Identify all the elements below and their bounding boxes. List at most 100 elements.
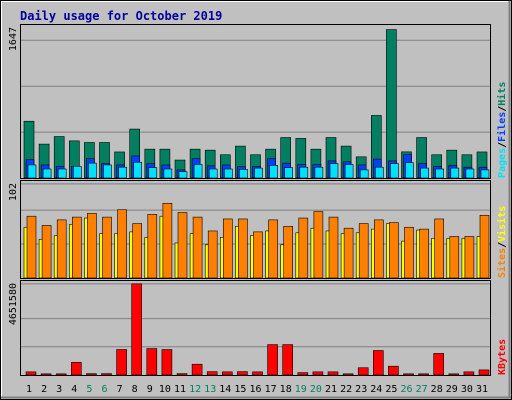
bar-kbytes-day-21 xyxy=(327,371,339,376)
bar-kbytes-day-25 xyxy=(388,365,399,376)
x-tick-day-28: 28 xyxy=(431,384,443,395)
bar-kbytes-day-7 xyxy=(116,349,127,376)
hits-files-pages-ymax-label: 1647 xyxy=(8,27,19,51)
bar-kbytes-day-29 xyxy=(448,373,460,376)
hits-files-pages-legend-item-0: Pages xyxy=(497,148,508,178)
bar-sites-day-26 xyxy=(404,226,414,279)
bar-pages-day-16 xyxy=(254,167,263,179)
bar-kbytes-day-26 xyxy=(403,373,414,376)
bar-pages-day-2 xyxy=(42,168,52,179)
bar-sites-day-20 xyxy=(313,211,324,279)
bar-sites-day-18 xyxy=(283,226,294,279)
bar-kbytes-day-31 xyxy=(478,369,490,376)
bar-sites-day-31 xyxy=(479,214,490,279)
panel-kbytes-frame xyxy=(20,280,491,376)
x-tick-day-8: 8 xyxy=(132,384,138,395)
bar-kbytes-day-11 xyxy=(176,373,188,376)
kbytes-ymax-label: 4651580 xyxy=(8,283,19,325)
bar-sites-day-22 xyxy=(343,227,354,279)
bar-sites-day-4 xyxy=(72,216,82,279)
visits-sites-legend-item-2: Visits xyxy=(496,206,508,242)
x-tick-day-16: 16 xyxy=(249,384,261,395)
bar-kbytes-day-2 xyxy=(40,373,52,376)
visits-sites-legend-item-1: / xyxy=(497,242,508,248)
x-tick-day-25: 25 xyxy=(385,384,397,395)
y-axis-max-labels: 1647 102 4651580 xyxy=(8,27,19,325)
bar-sites-day-29 xyxy=(449,236,460,279)
x-tick-day-20: 20 xyxy=(310,384,322,395)
x-tick-day-11: 11 xyxy=(174,384,186,395)
x-tick-day-10: 10 xyxy=(159,384,171,395)
x-tick-day-19: 19 xyxy=(295,384,307,395)
bar-pages-day-5 xyxy=(88,162,97,179)
bar-sites-day-7 xyxy=(117,209,127,279)
bar-sites-day-17 xyxy=(268,219,278,279)
bar-pages-day-31 xyxy=(480,169,490,179)
bar-sites-day-16 xyxy=(253,231,263,279)
bar-pages-day-26 xyxy=(405,162,414,179)
bar-sites-day-24 xyxy=(373,219,384,279)
bar-pages-day-7 xyxy=(118,166,127,179)
x-tick-day-31: 31 xyxy=(476,384,488,395)
bar-kbytes-day-4 xyxy=(71,361,82,376)
bar-pages-day-18 xyxy=(284,167,294,179)
x-tick-day-15: 15 xyxy=(234,384,246,395)
bar-kbytes-day-23 xyxy=(357,367,369,376)
bar-kbytes-day-10 xyxy=(161,349,173,376)
bar-sites-day-28 xyxy=(434,218,445,279)
bar-pages-day-11 xyxy=(178,171,188,179)
bar-pages-day-24 xyxy=(374,166,384,179)
x-axis-day-labels: 1 2 3 4 5 6 7 8 9 10 11 12 13 14 15 16 17 18 19 20 21 22 23 24 2… xyxy=(26,384,488,395)
grid-lines xyxy=(21,39,490,348)
kbytes-legend-item-0: KBytes xyxy=(497,339,508,375)
x-tick-day-29: 29 xyxy=(446,384,458,395)
bar-pages-day-30 xyxy=(465,168,475,179)
bar-kbytes-day-12 xyxy=(191,363,203,376)
bar-kbytes-day-20 xyxy=(312,371,324,376)
bar-kbytes-day-6 xyxy=(101,373,112,376)
bar-kbytes-day-1 xyxy=(25,371,37,376)
bar-pages-day-29 xyxy=(450,167,460,179)
bar-sites-day-23 xyxy=(358,223,369,279)
bar-kbytes-day-16 xyxy=(252,371,263,376)
bar-pages-day-20 xyxy=(314,166,324,179)
x-tick-day-23: 23 xyxy=(355,384,367,395)
visits-sites-ymax-label: 102 xyxy=(8,183,19,201)
bar-sites-day-15 xyxy=(238,218,248,279)
bar-pages-day-8 xyxy=(133,161,142,179)
bar-sites-day-9 xyxy=(147,214,158,279)
bar-pages-day-10 xyxy=(163,168,173,179)
x-tick-day-9: 9 xyxy=(147,384,153,395)
bar-pages-day-3 xyxy=(57,168,67,179)
bar-pages-day-19 xyxy=(299,166,309,179)
bar-pages-day-14 xyxy=(224,168,233,179)
x-tick-day-7: 7 xyxy=(117,384,123,395)
visits-sites-legend-item-0: Sites xyxy=(496,248,508,278)
hits-files-pages-legend-item-3: / xyxy=(497,106,508,112)
hits-files-pages-legend-item-4: Hits xyxy=(496,82,508,106)
x-tick-day-18: 18 xyxy=(280,384,292,395)
x-tick-day-14: 14 xyxy=(219,384,231,395)
bar-kbytes-day-9 xyxy=(146,348,158,376)
bar-kbytes-day-14 xyxy=(222,371,233,376)
bar-kbytes-day-17 xyxy=(267,344,278,376)
bar-kbytes-day-3 xyxy=(55,373,67,376)
bar-pages-day-13 xyxy=(208,168,218,179)
bar-pages-day-17 xyxy=(269,165,278,179)
x-tick-day-2: 2 xyxy=(41,384,47,395)
bars xyxy=(23,29,490,376)
x-tick-day-5: 5 xyxy=(86,384,92,395)
bar-kbytes-day-30 xyxy=(463,371,475,376)
bar-kbytes-day-27 xyxy=(418,373,429,376)
bar-sites-day-1 xyxy=(26,215,37,279)
hits-files-pages-legend: Pages/Files/Hits xyxy=(496,82,508,178)
hits-files-pages-legend-item-1: / xyxy=(497,142,508,148)
bar-sites-day-27 xyxy=(419,228,429,279)
x-tick-day-22: 22 xyxy=(340,384,352,395)
x-tick-day-6: 6 xyxy=(101,384,107,395)
x-tick-day-12: 12 xyxy=(189,384,201,395)
bar-kbytes-day-18 xyxy=(282,344,294,376)
bar-pages-day-12 xyxy=(193,164,203,179)
x-tick-day-3: 3 xyxy=(56,384,62,395)
